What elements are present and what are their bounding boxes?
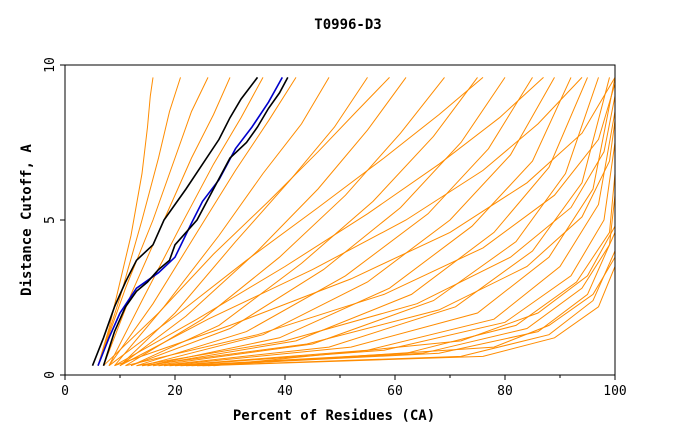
series-line-33 [119, 77, 583, 367]
y-axis-label: Distance Cutoff, A [19, 144, 35, 296]
x-tick-label: 100 [603, 384, 626, 399]
series-line-35 [108, 77, 484, 367]
x-tick-label: 40 [277, 384, 293, 399]
series-line-20 [152, 77, 599, 367]
y-tick-label: 5 [43, 216, 58, 224]
series-line-16 [136, 77, 533, 367]
series-line-28 [196, 250, 616, 367]
tick-layer: 0 20 40 60 80 100 0 5 10 [43, 57, 627, 399]
series-line-26 [185, 195, 616, 367]
series-line-38 [114, 77, 544, 367]
series-line-8 [108, 77, 264, 366]
series-line-32 [114, 77, 616, 367]
series-line-18 [147, 77, 572, 367]
series-line-17 [141, 77, 555, 367]
series-line-11 [119, 77, 368, 367]
series-line-4 [97, 77, 154, 366]
series-line-12 [119, 77, 407, 367]
y-tick-label: 10 [43, 57, 58, 73]
series-line-6 [97, 77, 209, 366]
series-line-19 [147, 77, 588, 367]
plot-frame [64, 64, 616, 376]
series-line-13 [125, 77, 445, 367]
y-tick-label: 0 [43, 371, 58, 379]
series-line-27 [191, 232, 616, 367]
series-line-37 [136, 95, 616, 367]
series-line-2 [102, 77, 289, 366]
series-line-10 [114, 77, 330, 367]
series-line-1 [97, 77, 283, 366]
series-line-34 [125, 83, 616, 367]
x-tick-label: 0 [61, 384, 69, 399]
x-tick-label: 80 [497, 384, 513, 399]
series-line-24 [174, 142, 616, 367]
series-line-31 [213, 225, 616, 367]
chart-title: T0996-D3 [314, 17, 381, 33]
series-line-21 [158, 77, 610, 367]
series-line-29 [202, 266, 616, 367]
series-line-22 [163, 77, 616, 367]
series-line-30 [207, 256, 616, 367]
series-layer [91, 76, 616, 367]
series-line-25 [180, 173, 616, 367]
x-tick-label: 60 [387, 384, 403, 399]
series-line-36 [103, 77, 390, 367]
series-line-15 [130, 77, 506, 367]
series-line-14 [130, 77, 478, 367]
series-line-3 [91, 76, 259, 366]
x-tick-label: 20 [167, 384, 183, 399]
series-line-39 [141, 120, 616, 367]
series-line-23 [169, 111, 616, 367]
x-axis-label: Percent of Residues (CA) [233, 408, 435, 424]
series-line-5 [97, 77, 181, 366]
series-line-9 [108, 77, 297, 366]
